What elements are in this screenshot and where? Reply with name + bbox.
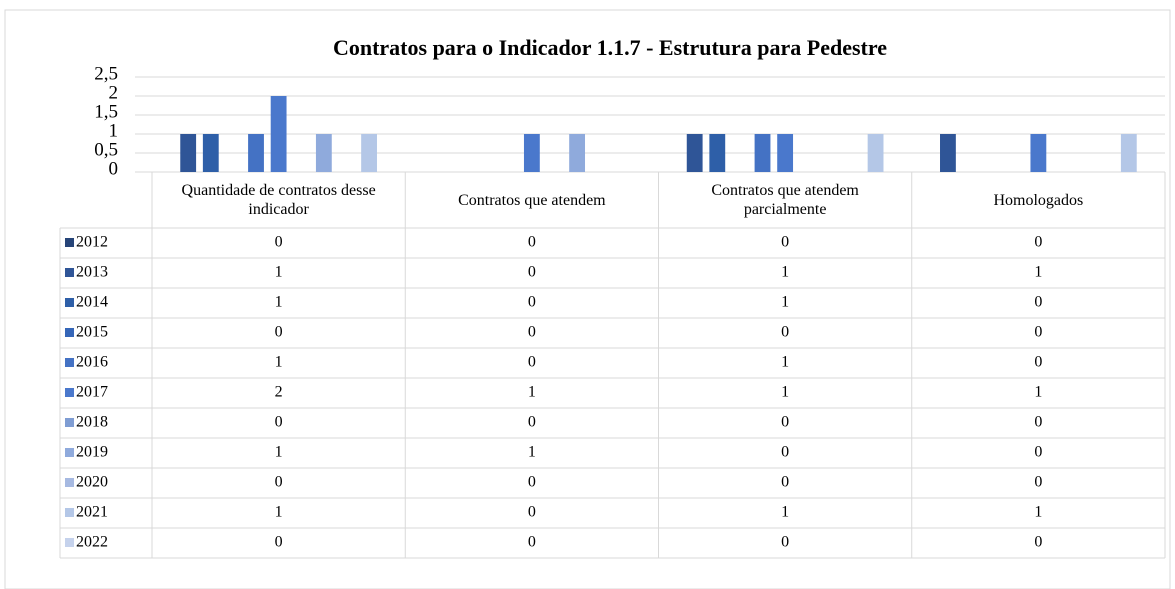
table-value: 0 <box>1034 534 1042 551</box>
table-value: 0 <box>528 354 536 371</box>
legend-label: 2019 <box>76 444 108 461</box>
legend-swatch <box>65 238 74 247</box>
legend-label: 2013 <box>76 264 108 281</box>
table-value: 0 <box>781 534 789 551</box>
table-value: 0 <box>1034 234 1042 251</box>
bar <box>270 96 287 172</box>
bar <box>248 134 264 172</box>
bar <box>180 134 197 172</box>
table-value: 0 <box>275 474 283 491</box>
table-value: 0 <box>781 444 789 461</box>
table-value: 0 <box>1034 414 1042 431</box>
bar <box>1030 134 1047 172</box>
table-value: 1 <box>781 384 789 401</box>
table-value: 0 <box>528 264 536 281</box>
table-value: 1 <box>275 354 283 371</box>
bar <box>361 134 377 172</box>
table-value: 1 <box>781 354 789 371</box>
table-value: 0 <box>781 474 789 491</box>
y-tick-label: 1 <box>109 120 119 141</box>
legend-label: 2014 <box>76 294 108 311</box>
table-value: 1 <box>781 294 789 311</box>
chart-frame <box>4 9 1171 589</box>
table-value: 1 <box>528 444 536 461</box>
table-value: 0 <box>1034 444 1042 461</box>
legend-swatch <box>65 358 74 367</box>
chart-title: Contratos para o Indicador 1.1.7 - Estru… <box>333 35 887 60</box>
legend-swatch <box>65 298 74 307</box>
legend-swatch <box>65 418 74 427</box>
legend-label: 2020 <box>76 474 108 491</box>
category-label-box: Quantidade de contratos desse indicador <box>181 182 376 218</box>
category-label-box: Contratos que atendem <box>458 191 606 209</box>
table-value: 1 <box>781 504 789 521</box>
bar <box>754 134 771 172</box>
category-label-box: Contratos que atendem parcialmente <box>711 182 859 218</box>
table-value: 0 <box>528 414 536 431</box>
table-value: 0 <box>1034 354 1042 371</box>
legend-swatch <box>65 268 74 277</box>
legend-swatch <box>65 508 74 517</box>
table-value: 1 <box>275 444 283 461</box>
table-value: 0 <box>781 414 789 431</box>
table-value: 0 <box>1034 294 1042 311</box>
category-label-box: Homologados <box>993 191 1084 209</box>
table-value: 0 <box>528 474 536 491</box>
legend-label: 2018 <box>76 414 108 431</box>
y-tick-label: 1,5 <box>94 101 118 122</box>
bar <box>777 134 794 172</box>
table-value: 0 <box>275 324 283 341</box>
table-value: 1 <box>528 384 536 401</box>
legend-label: 2012 <box>76 234 108 251</box>
table-value: 1 <box>275 264 283 281</box>
table-value: 1 <box>781 264 789 281</box>
y-tick-label: 0,5 <box>94 139 118 160</box>
bar <box>709 134 726 172</box>
legend-label: 2021 <box>76 504 108 521</box>
table-value: 1 <box>1034 384 1042 401</box>
table-value: 2 <box>275 384 283 401</box>
category-label: Contratos que atendem parcialmente <box>711 182 859 218</box>
legend-label: 2015 <box>76 324 108 341</box>
table-value: 0 <box>275 534 283 551</box>
legend-swatch <box>65 388 74 397</box>
legend-swatch <box>65 478 74 487</box>
table-value: 1 <box>275 504 283 521</box>
table-value: 0 <box>781 324 789 341</box>
y-tick-label: 2,5 <box>94 63 118 84</box>
table-value: 0 <box>528 234 536 251</box>
table-value: 1 <box>1034 264 1042 281</box>
category-label: Homologados <box>993 191 1084 209</box>
y-tick-label: 2 <box>109 82 119 103</box>
bar <box>1120 134 1137 172</box>
table-value: 0 <box>275 234 283 251</box>
category-label: Contratos que atendem <box>458 191 606 209</box>
bar <box>686 134 703 172</box>
table-value: 0 <box>528 294 536 311</box>
y-tick-label: 0 <box>109 158 119 179</box>
bar <box>202 134 219 172</box>
legend-swatch <box>65 448 74 457</box>
legend-label: 2016 <box>76 354 108 371</box>
bar <box>867 134 884 172</box>
legend-label: 2017 <box>76 384 108 401</box>
legend-label: 2022 <box>76 534 108 551</box>
bar <box>523 134 540 172</box>
table-value: 0 <box>528 534 536 551</box>
bar <box>315 134 332 172</box>
legend-swatch <box>65 328 74 337</box>
table-value: 1 <box>275 294 283 311</box>
table-value: 0 <box>528 324 536 341</box>
table-value: 0 <box>275 414 283 431</box>
legend-swatch <box>65 538 74 547</box>
table-value: 0 <box>528 504 536 521</box>
table-value: 0 <box>781 234 789 251</box>
table-value: 0 <box>1034 324 1042 341</box>
bar <box>569 134 586 172</box>
category-label: Quantidade de contratos desse indicador <box>181 182 376 218</box>
table-value: 1 <box>1034 504 1042 521</box>
table-value: 0 <box>1034 474 1042 491</box>
bar <box>940 134 956 172</box>
